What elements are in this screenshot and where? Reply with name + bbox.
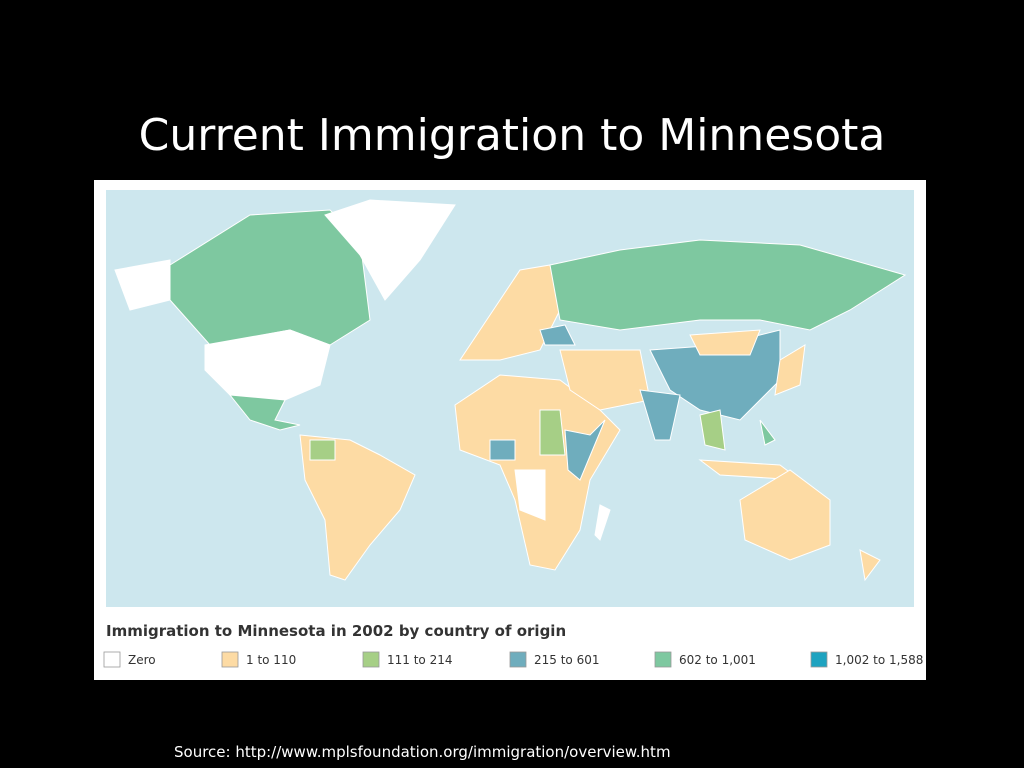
japan	[774, 344, 806, 396]
philippines	[759, 419, 776, 446]
mexico	[228, 394, 301, 431]
map	[106, 190, 914, 607]
legend-swatch	[509, 651, 527, 668]
legend: Zero 1 to 110 111 to 214 215 to 601 602 to 1…	[103, 651, 923, 668]
greenland	[324, 199, 456, 301]
legend-title: Immigration to Minnesota in 2002 by coun…	[106, 622, 566, 640]
south-america	[299, 434, 416, 581]
legend-label: 1,002 to 1,588	[835, 653, 923, 667]
colombia	[309, 439, 336, 461]
legend-label: Zero	[128, 653, 156, 667]
horn-of-africa	[564, 419, 606, 481]
russia	[549, 239, 907, 331]
alaska	[114, 259, 171, 311]
canada	[169, 209, 371, 346]
source: Source: http://www.mplsfoundation.org/im…	[174, 743, 671, 761]
southeast-asia	[699, 409, 726, 451]
middle-east	[559, 349, 651, 411]
madagascar	[594, 504, 611, 541]
slide-title: Current Immigration to Minnesota	[139, 110, 886, 161]
legend-swatch	[362, 651, 380, 668]
legend-label: 1 to 110	[246, 653, 296, 667]
legend-swatch	[103, 651, 121, 668]
australia	[739, 469, 831, 561]
legend-label: 111 to 214	[387, 653, 452, 667]
legend-swatch	[810, 651, 828, 668]
legend-label: 602 to 1,001	[679, 653, 756, 667]
nigeria	[489, 439, 516, 461]
mongolia	[689, 329, 761, 356]
ukraine	[539, 324, 576, 346]
usa	[204, 329, 331, 401]
legend-swatch	[654, 651, 672, 668]
new-zealand	[859, 549, 881, 582]
legend-swatch	[221, 651, 239, 668]
legend-label: 215 to 601	[534, 653, 599, 667]
central-africa	[514, 469, 546, 521]
india	[639, 389, 681, 441]
sudan	[539, 409, 566, 456]
